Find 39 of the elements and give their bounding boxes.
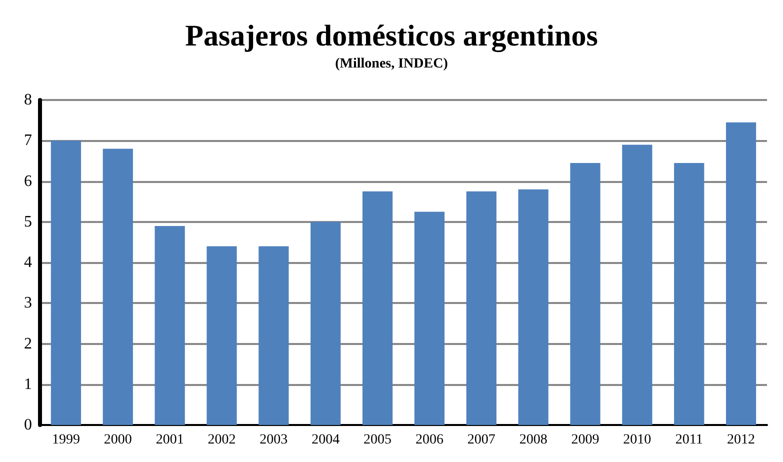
bar (518, 189, 548, 425)
bar (466, 191, 496, 425)
x-tick-label: 1999 (52, 432, 80, 448)
y-tick-label: 4 (24, 254, 32, 271)
bar (726, 122, 756, 425)
x-tick-label: 2007 (467, 432, 496, 448)
x-tick-label: 2006 (415, 432, 444, 448)
chart-subtitle: (Millones, INDEC) (335, 56, 448, 72)
bar (154, 226, 185, 425)
bar (258, 246, 289, 425)
bar (570, 162, 600, 425)
bar (674, 162, 704, 425)
x-tick-label: 2004 (312, 432, 340, 448)
bar (362, 191, 393, 425)
x-tick-label: 2012 (727, 432, 756, 448)
bar (102, 148, 133, 425)
x-tick-label: 2011 (675, 432, 703, 448)
bar (414, 212, 445, 425)
bar (622, 144, 652, 425)
y-tick-label: 1 (24, 376, 32, 393)
x-tick-label: 2010 (623, 432, 652, 448)
y-tick-label: 7 (24, 132, 32, 150)
x-tick-label: 2001 (156, 432, 184, 448)
bar (50, 140, 82, 425)
y-tick-label: 3 (24, 294, 32, 312)
y-tick-label: 6 (24, 172, 32, 190)
y-tick-label: 2 (24, 335, 32, 352)
bar (206, 246, 237, 425)
x-tick-label: 2002 (208, 432, 236, 448)
x-tick-label: 2009 (571, 432, 600, 448)
chart-title: Pasajeros domésticos argentinos (185, 20, 598, 52)
y-tick-label: 0 (24, 416, 32, 434)
x-tick-label: 2008 (519, 432, 548, 448)
x-tick-label: 2003 (260, 432, 288, 448)
y-tick-label: 8 (24, 92, 32, 108)
x-tick-label: 2000 (104, 432, 132, 448)
bar (310, 222, 341, 425)
x-tick-label: 2005 (364, 432, 392, 448)
y-tick-label: 5 (24, 213, 32, 230)
